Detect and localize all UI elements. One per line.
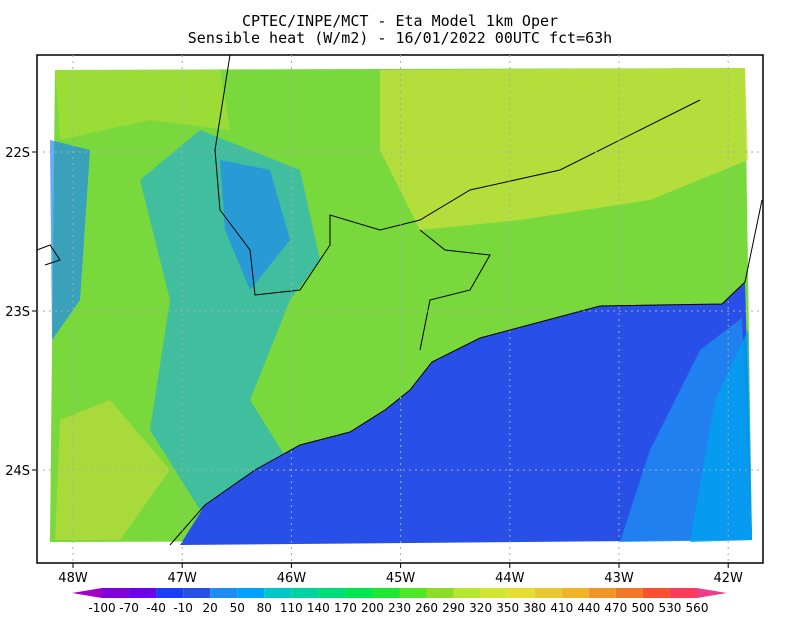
colorbar-label: 230 <box>388 601 411 615</box>
cool-area <box>50 140 90 340</box>
colorbar-box <box>264 588 292 598</box>
lon-tick-label: 42W <box>713 571 743 586</box>
cool-area <box>220 160 290 290</box>
colorbar-box <box>480 588 508 598</box>
colorbar-box <box>426 588 454 598</box>
colorbar-label: 50 <box>230 601 245 615</box>
colorbar-box <box>210 588 238 598</box>
lon-tick-label: 44W <box>495 571 525 586</box>
colorbar-box <box>129 588 157 598</box>
colorbar-box <box>102 588 130 598</box>
colorbar-label: 80 <box>257 601 272 615</box>
lon-tick-label: 48W <box>58 571 88 586</box>
axes: 48W 47W 46W 45W 44W 43W 42W 22S 23S 24S <box>5 146 743 586</box>
colorbar: -100 -70 -40 -10 20 50 80 110 140 170 200 230 260 290… <box>72 588 727 615</box>
colorbar-label: 350 <box>496 601 519 615</box>
warm-area <box>55 70 230 140</box>
title-line-1: CPTEC/INPE/MCT - Eta Model 1km Oper <box>242 12 558 30</box>
colorbar-label: 140 <box>307 601 330 615</box>
state-border <box>419 229 491 351</box>
colorbar-label: 320 <box>469 601 492 615</box>
lat-tick-label: 24S <box>5 464 30 479</box>
colorbar-label: 410 <box>550 601 573 615</box>
colorbar-box <box>453 588 481 598</box>
coastline <box>169 199 763 546</box>
colorbar-arrow <box>697 588 727 598</box>
lon-tick-label: 47W <box>167 571 197 586</box>
colorbar-label: 440 <box>577 601 600 615</box>
colorbar-label: 290 <box>442 601 465 615</box>
colorbar-box <box>291 588 319 598</box>
colorbar-label: -40 <box>146 601 166 615</box>
colorbar-box <box>372 588 400 598</box>
colorbar-box <box>399 588 427 598</box>
colorbar-label: 500 <box>631 601 654 615</box>
colorbar-label: -10 <box>173 601 193 615</box>
colorbar-box <box>318 588 346 598</box>
lon-tick-label: 46W <box>277 571 307 586</box>
boundaries <box>36 54 763 546</box>
state-border <box>214 54 701 296</box>
colorbar-label: 200 <box>361 601 384 615</box>
colorbar-box <box>156 588 184 598</box>
grid <box>37 55 763 563</box>
lat-tick-label: 23S <box>5 305 30 320</box>
colorbar-box <box>561 588 589 598</box>
colorbar-label: 170 <box>334 601 357 615</box>
colorbar-box <box>507 588 535 598</box>
colorbar-label: 560 <box>686 601 709 615</box>
colorbar-box <box>669 588 697 598</box>
title-line-2: Sensible heat (W/m2) - 16/01/2022 00UTC … <box>188 29 612 47</box>
lon-tick-label: 43W <box>604 571 634 586</box>
field <box>50 68 752 545</box>
colorbar-arrow <box>72 588 102 598</box>
colorbar-box <box>237 588 265 598</box>
colorbar-box <box>345 588 373 598</box>
lon-tick-label: 45W <box>386 571 416 586</box>
state-border <box>36 244 61 266</box>
warm-area <box>55 400 170 540</box>
colorbar-box <box>183 588 211 598</box>
colorbar-box <box>642 588 670 598</box>
ocean-east <box>690 330 752 542</box>
colorbar-label: 110 <box>280 601 303 615</box>
colorbar-label: 470 <box>604 601 627 615</box>
lat-tick-label: 22S <box>5 146 30 161</box>
ocean <box>180 282 752 545</box>
colorbar-label: -100 <box>88 601 115 615</box>
colorbar-box <box>534 588 562 598</box>
colorbar-box <box>615 588 643 598</box>
colorbar-label: -70 <box>119 601 139 615</box>
colorbar-label: 530 <box>659 601 682 615</box>
colorbar-box <box>588 588 616 598</box>
colorbar-label: 260 <box>415 601 438 615</box>
colorbar-label: 380 <box>523 601 546 615</box>
colorbar-label: 20 <box>203 601 218 615</box>
